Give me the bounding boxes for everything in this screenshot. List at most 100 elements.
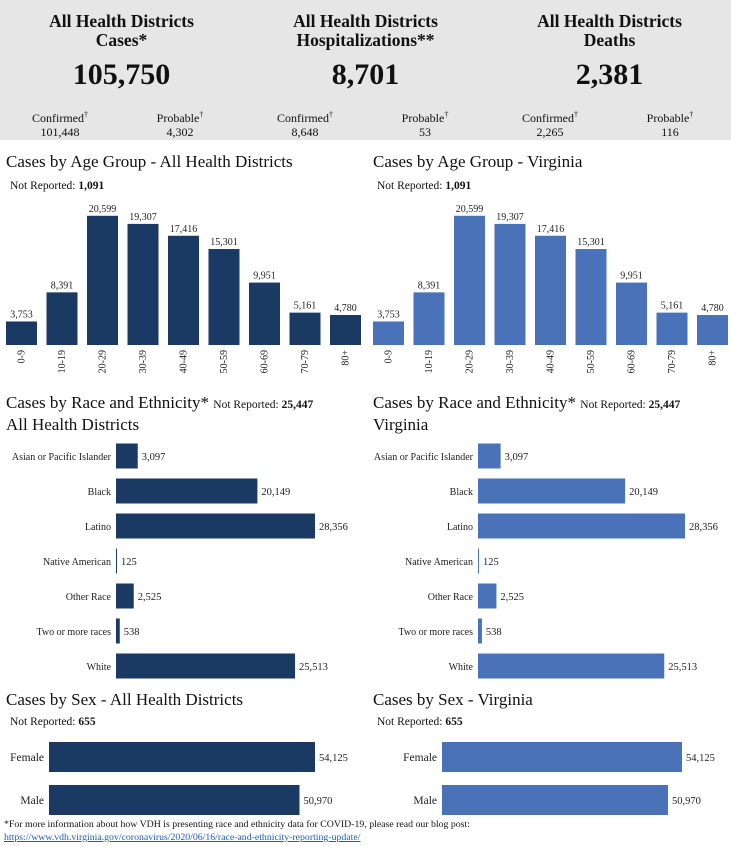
deaths-confirmed: Confirmed† 2,265 — [500, 108, 600, 139]
sex-left-title: Cases by Sex - All Health Districts — [6, 690, 244, 709]
race-category-label: Native American — [405, 557, 473, 568]
race-bar — [478, 618, 482, 644]
probable-value: 4,302 — [166, 125, 194, 139]
race-category-label: Two or more races — [36, 627, 111, 638]
race-category-label: Latino — [85, 522, 111, 533]
probable-label: Probable — [646, 111, 690, 125]
not-reported-label: Not Reported: — [10, 716, 76, 728]
race-category-label: Other Race — [66, 592, 112, 603]
sex-value-label: 54,125 — [686, 753, 715, 764]
age-category-label: 70-79 — [300, 350, 311, 373]
age-category-label: 10-19 — [424, 350, 435, 373]
cases-summary: All Health Districts Cases* 105,750 — [0, 12, 243, 92]
race-bar — [478, 513, 685, 539]
age-bar-10-19 — [46, 292, 78, 345]
age-category-label: 30-39 — [138, 350, 149, 373]
sex-left-not-reported: Not Reported: 655 — [10, 716, 96, 728]
race-right-title: Cases by Race and Ethnicity* Not Reporte… — [373, 393, 680, 434]
race-value-label: 3,097 — [505, 452, 529, 463]
sex-category-label: Male — [413, 795, 437, 807]
age-bar-0-9 — [373, 321, 404, 345]
race-value-label: 25,513 — [299, 662, 328, 673]
race-bar — [478, 583, 497, 609]
sex-bar — [49, 785, 300, 815]
hosp-title-line2: Hospitalizations** — [296, 30, 435, 50]
race-bar — [478, 653, 665, 679]
deaths-title-line1: All Health Districts — [537, 11, 682, 31]
summary-band: All Health Districts Cases* 105,750 All … — [0, 0, 731, 140]
race-bar — [116, 583, 134, 609]
sex-value-label: 50,970 — [672, 796, 701, 807]
age-bar-70-79 — [656, 312, 688, 345]
age-bar-80+ — [697, 315, 728, 345]
age-bar-30-39 — [494, 223, 526, 345]
sex-category-label: Female — [10, 752, 44, 764]
race-value-label: 3,097 — [142, 452, 166, 463]
age-bar-60-69 — [249, 282, 280, 345]
cases-title-line2: Cases* — [95, 30, 148, 50]
dagger-mark: † — [689, 110, 694, 119]
race-chart-all-districts: Asian or Pacific Islander 3,097 Black 20,14… — [12, 443, 348, 679]
age-bar-0-9 — [6, 321, 37, 345]
hospitalizations-summary: All Health Districts Hospitalizations** … — [244, 12, 487, 92]
age-bar-value-label: 3,753 — [10, 309, 33, 320]
age-category-label: 80+ — [341, 350, 352, 366]
age-category-label: 50-59 — [586, 350, 597, 373]
race-value-label: 20,149 — [629, 487, 658, 498]
race-category-label: Black — [450, 487, 473, 498]
not-reported-value: 1,091 — [445, 180, 472, 192]
race-bar — [478, 548, 479, 574]
race-right-title-line2: Virginia — [373, 415, 429, 434]
race-bar — [116, 618, 120, 644]
probable-value: 53 — [419, 125, 431, 139]
sex-bar — [442, 742, 682, 772]
age-bar-value-label: 8,391 — [418, 280, 441, 291]
race-category-label: Asian or Pacific Islander — [12, 452, 112, 463]
race-category-label: Native American — [43, 557, 111, 568]
age-category-label: 10-19 — [57, 350, 68, 373]
age-bar-value-label: 19,307 — [496, 212, 524, 223]
race-bar — [116, 513, 315, 539]
race-value-label: 538 — [124, 627, 140, 638]
confirmed-value: 101,448 — [40, 125, 80, 139]
blog-post-link[interactable]: https://www.vdh.virginia.gov/coronavirus… — [4, 832, 361, 843]
race-value-label: 28,356 — [689, 522, 718, 533]
race-value-label: 2,525 — [138, 592, 162, 603]
confirmed-label: Confirmed — [277, 111, 329, 125]
race-bar — [116, 653, 296, 679]
age-bar-70-79 — [289, 312, 321, 345]
deaths-total: 2,381 — [575, 58, 644, 91]
age-category-label: 0-9 — [17, 350, 28, 363]
sex-bar — [442, 785, 669, 815]
not-reported-label: Not Reported: — [377, 716, 443, 728]
age-bar-value-label: 3,753 — [377, 309, 400, 320]
race-value-label: 125 — [483, 557, 499, 568]
race-left-title-line2: All Health Districts — [6, 415, 140, 434]
sex-chart-all-districts: Female 54,125 Male 50,970 — [10, 742, 348, 815]
age-bar-40-49 — [535, 235, 566, 345]
age-category-label: 40-49 — [179, 350, 190, 373]
age-category-label: 80+ — [708, 350, 719, 366]
race-value-label: 2,525 — [500, 592, 524, 603]
sex-right-not-reported: Not Reported: 655 — [377, 716, 463, 728]
sex-category-label: Female — [403, 752, 437, 764]
cases-total: 105,750 — [72, 58, 171, 91]
race-bar — [116, 443, 138, 469]
cases-probable: Probable† 4,302 — [130, 108, 230, 139]
age-left-not-reported: Not Reported: 1,091 — [10, 180, 104, 192]
not-reported-value: 25,447 — [281, 399, 314, 411]
age-bar-80+ — [330, 315, 361, 345]
race-category-label: Black — [88, 487, 111, 498]
age-bar-20-29 — [87, 215, 118, 345]
race-category-label: White — [87, 662, 112, 673]
age-chart-all-districts: 3,753 0-9 8,391 10-19 20,599 20-29 19,307 30-39… — [6, 204, 361, 373]
age-bar-value-label: 15,301 — [210, 237, 238, 248]
race-right-not-reported: Not Reported: 25,447 — [580, 399, 680, 411]
race-category-label: Latino — [447, 522, 473, 533]
age-bar-value-label: 17,416 — [170, 224, 198, 235]
deaths-title-line2: Deaths — [583, 30, 636, 50]
age-category-label: 60-69 — [627, 350, 638, 373]
not-reported-label: Not Reported: — [213, 399, 279, 411]
race-bar — [116, 548, 117, 574]
sex-value-label: 54,125 — [319, 753, 348, 764]
